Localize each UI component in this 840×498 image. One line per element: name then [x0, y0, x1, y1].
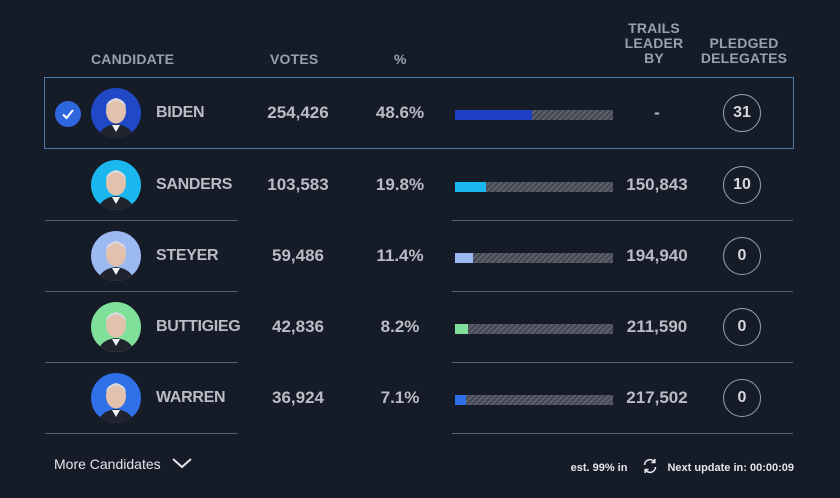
- candidate-row-warren: WARREN 36,924 7.1% 217,502 0: [45, 363, 793, 434]
- row-divider: [45, 291, 238, 292]
- candidate-trails-leader-by: 211,590: [626, 317, 688, 336]
- row-divider: [45, 433, 238, 434]
- candidate-trails-leader-by: 217,502: [626, 388, 688, 407]
- delegates-badge: 0: [723, 379, 761, 417]
- vote-share-bar: [455, 253, 613, 263]
- row-divider: [452, 433, 793, 434]
- vote-share-bar: [455, 182, 613, 192]
- vote-share-bar: [455, 324, 613, 334]
- candidate-votes: 59,486: [272, 246, 324, 265]
- header-pledged-delegates: PLEDGED DELEGATES: [700, 35, 788, 66]
- row-divider: [45, 362, 238, 363]
- candidate-name: BIDEN: [156, 104, 205, 121]
- candidate-row-steyer: STEYER 59,486 11.4% 194,940 0: [45, 221, 793, 292]
- est-in-text: est. 99% in: [570, 461, 628, 474]
- candidate-votes: 103,583: [267, 175, 329, 194]
- candidate-avatar: [91, 88, 141, 138]
- update-status: est. 99% in Next update in: 00:00:09: [571, 457, 794, 478]
- delegates-badge: 10: [723, 166, 761, 204]
- candidate-trails-leader-by: 194,940: [626, 246, 688, 265]
- candidate-votes: 42,836: [272, 317, 324, 336]
- vote-share-bar-fill: [455, 395, 467, 405]
- candidate-avatar: [91, 231, 141, 281]
- refresh-icon[interactable]: [641, 457, 659, 478]
- candidate-trails-leader-by: 150,843: [626, 175, 688, 194]
- candidate-pct: 7.1%: [380, 388, 420, 407]
- candidate-row-sanders: SANDERS 103,583 19.8% 150,843 10: [45, 150, 793, 221]
- vote-share-bar: [455, 110, 613, 120]
- candidate-row-biden: BIDEN 254,426 48.6% - 31: [44, 77, 794, 149]
- candidate-row-buttigieg: BUTTIGIEG 42,836 8.2% 211,590 0: [45, 292, 793, 363]
- candidate-votes: 254,426: [267, 103, 329, 122]
- candidate-votes: 36,924: [272, 388, 324, 407]
- row-divider: [452, 220, 793, 221]
- candidate-name: STEYER: [156, 247, 219, 264]
- candidate-avatar: [91, 160, 141, 210]
- candidate-pct: 11.4%: [376, 246, 424, 265]
- vote-share-bar-fill: [455, 110, 532, 120]
- header-votes: VOTES: [270, 51, 319, 67]
- next-update-text: Next update in: 00:00:09: [667, 461, 794, 474]
- candidate-name: WARREN: [156, 389, 226, 406]
- candidate-trails-leader-by: -: [654, 103, 660, 122]
- delegates-badge: 0: [723, 308, 761, 346]
- row-divider: [452, 362, 793, 363]
- more-candidates-button[interactable]: More Candidates: [54, 456, 193, 472]
- row-divider: [452, 291, 793, 292]
- header-pct: %: [394, 51, 407, 67]
- candidate-pct: 8.2%: [380, 317, 420, 336]
- vote-share-bar-fill: [455, 182, 487, 192]
- vote-share-bar-fill: [455, 253, 473, 263]
- candidate-name: SANDERS: [156, 176, 233, 193]
- candidate-pct: 19.8%: [375, 175, 425, 194]
- candidate-pct: 48.6%: [375, 103, 425, 122]
- delegates-badge: 0: [723, 237, 761, 275]
- candidate-avatar: [91, 302, 141, 352]
- vote-share-bar-fill: [455, 324, 468, 334]
- header-trails-leader-by: TRAILS LEADER BY: [624, 20, 684, 66]
- candidate-name: BUTTIGIEG: [156, 318, 241, 335]
- chevron-down-icon: [171, 456, 193, 472]
- candidate-avatar: [91, 373, 141, 423]
- winner-check-icon: [55, 101, 81, 127]
- row-divider: [45, 220, 238, 221]
- header-candidate: CANDIDATE: [91, 51, 175, 67]
- delegates-badge: 31: [723, 94, 761, 132]
- more-candidates-label: More Candidates: [54, 456, 161, 472]
- vote-share-bar: [455, 395, 613, 405]
